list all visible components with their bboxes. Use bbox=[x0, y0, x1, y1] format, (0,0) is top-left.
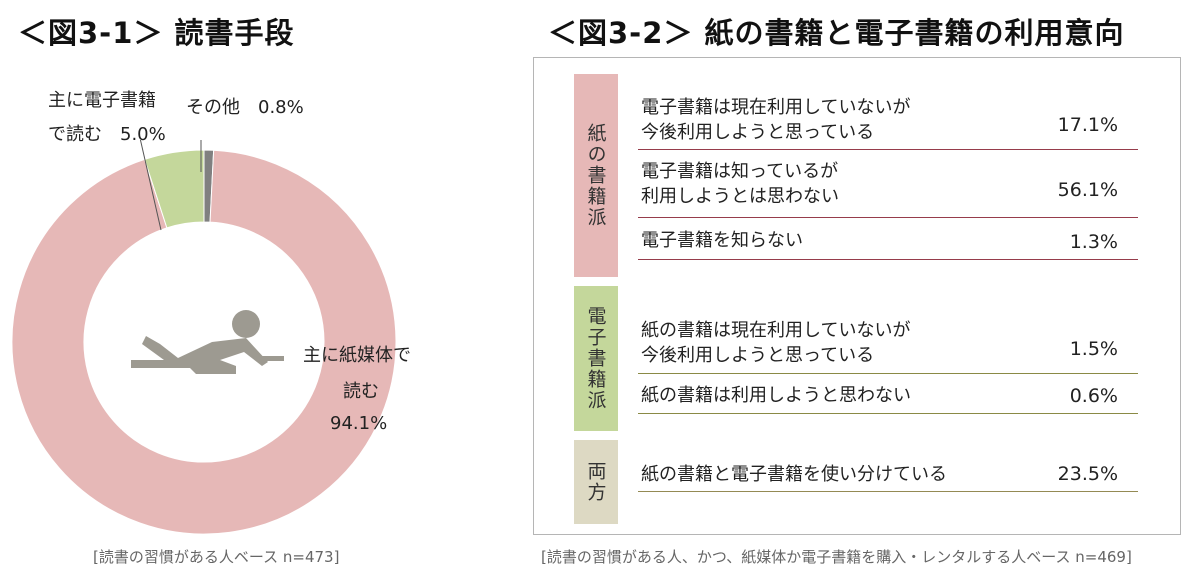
row-text-line1: 電子書籍を知らない bbox=[641, 230, 803, 251]
table-row: 紙の書籍は現在利用していないが 今後利用しようと思っている 1.5% bbox=[638, 314, 1138, 374]
row-text-line1: 電子書籍は現在利用していないが bbox=[641, 97, 911, 118]
group-label-both-text: 両方 bbox=[584, 461, 607, 503]
row-value: 23.5% bbox=[1057, 463, 1118, 485]
row-text-line2: 今後利用しようと思っている bbox=[641, 345, 875, 366]
donut-chart bbox=[11, 140, 397, 535]
row-text-line2: 利用しようとは思わない bbox=[641, 186, 839, 207]
slice-label-paper-value: 94.1% bbox=[330, 413, 388, 434]
row-value: 1.5% bbox=[1069, 338, 1118, 360]
row-text-line1: 紙の書籍は現在利用していないが bbox=[641, 320, 911, 341]
row-value: 56.1% bbox=[1057, 179, 1118, 201]
chart-title-right: ＜図3-2＞ 紙の書籍と電子書籍の利用意向 bbox=[548, 16, 1125, 50]
base-note-right: [読書の習慣がある人、かつ、紙媒体か電子書籍を購入・レンタルする人ベース n=4… bbox=[541, 548, 1132, 566]
slice-label-ebook-line1: 主に電子書籍 bbox=[48, 90, 156, 111]
chart-title-left: ＜図3-1＞ 読書手段 bbox=[18, 16, 295, 50]
row-text-line1: 電子書籍は知っているが bbox=[641, 161, 839, 182]
row-value: 17.1% bbox=[1057, 114, 1118, 136]
row-value: 0.6% bbox=[1069, 385, 1118, 407]
base-note-left: [読書の習慣がある人ベース n=473] bbox=[93, 548, 340, 566]
group-label-ebook-text: 電子書籍派 bbox=[584, 306, 607, 411]
group-label-both: 両方 bbox=[574, 440, 618, 524]
slice-label-paper-line1: 主に紙媒体で bbox=[303, 345, 411, 366]
group-label-paper: 紙の書籍派 bbox=[574, 74, 618, 277]
table-row: 紙の書籍と電子書籍を使い分けている 23.5% bbox=[638, 456, 1138, 492]
row-text-line1: 紙の書籍と電子書籍を使い分けている bbox=[641, 464, 947, 485]
group-label-paper-text: 紙の書籍派 bbox=[584, 123, 607, 228]
row-value: 1.3% bbox=[1069, 231, 1118, 253]
table-row: 紙の書籍は利用しようと思わない 0.6% bbox=[638, 378, 1138, 414]
table-row: 電子書籍は現在利用していないが 今後利用しようと思っている 17.1% bbox=[638, 90, 1138, 150]
slice-ebook bbox=[143, 149, 205, 229]
person-reading-icon bbox=[131, 310, 284, 374]
leader-line-ebook bbox=[139, 140, 162, 231]
slice-label-ebook-line2: で読む 5.0% bbox=[48, 124, 166, 145]
row-text-line2: 今後利用しようと思っている bbox=[641, 122, 875, 143]
row-text-line1: 紙の書籍は利用しようと思わない bbox=[641, 385, 911, 406]
slice-paper bbox=[11, 149, 397, 535]
slice-label-paper-line2: 読む bbox=[343, 381, 379, 402]
table-row: 電子書籍を知らない 1.3% bbox=[638, 223, 1138, 260]
table-row: 電子書籍は知っているが 利用しようとは思わない 56.1% bbox=[638, 155, 1138, 218]
slice-label-other: その他 0.8% bbox=[186, 97, 304, 118]
usage-intention-panel: 紙の書籍派 電子書籍派 両方 電子書籍は現在利用していないが 今後利用しようと思… bbox=[533, 57, 1181, 535]
group-label-ebook: 電子書籍派 bbox=[574, 286, 618, 431]
